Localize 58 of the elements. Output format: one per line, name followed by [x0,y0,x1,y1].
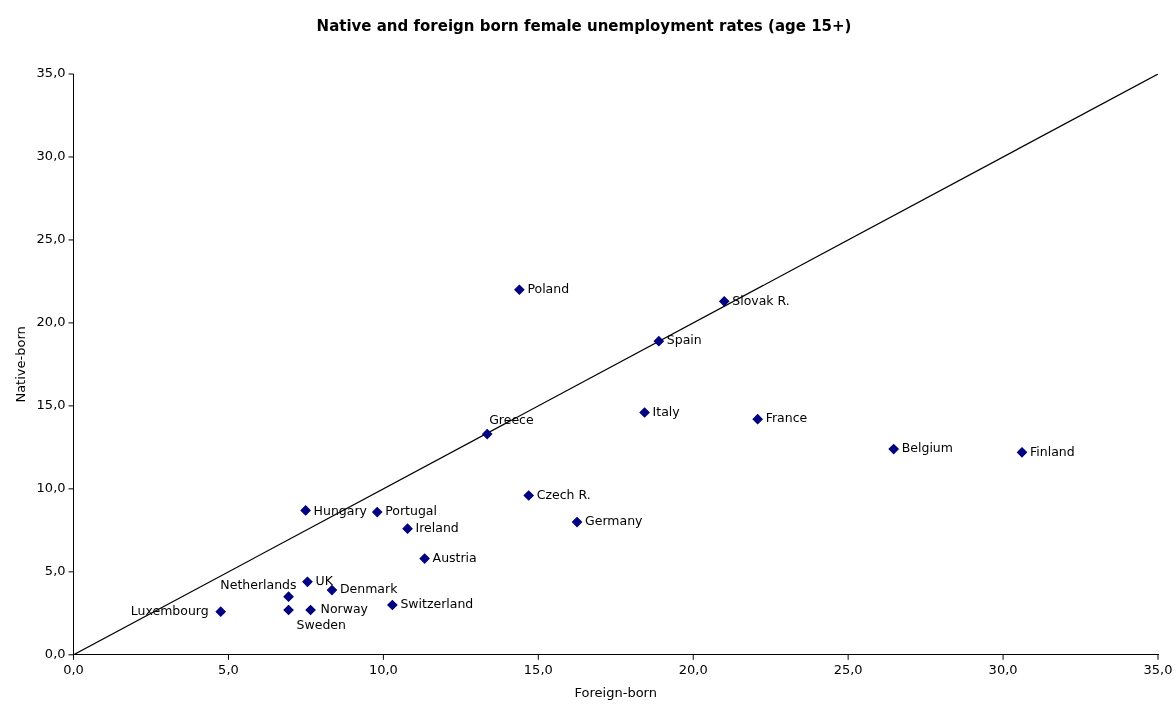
annotation: Italy [652,403,681,419]
y-tick-label: 5,0 [44,563,66,579]
point [215,606,226,617]
annotation: Belgium [901,440,953,456]
y-tick-label: 15,0 [36,397,66,413]
x-tick-label: 30,0 [988,661,1018,677]
point [639,407,650,418]
point [514,284,525,295]
annotation: Portugal [385,503,437,519]
point [571,516,583,528]
point [326,584,338,596]
annotation: Netherlands [220,576,297,592]
point [888,443,899,455]
point [482,429,493,440]
point [300,505,311,516]
y-tick-label: 10,0 [36,480,66,496]
point [283,604,294,616]
annotation: Spain [666,332,702,348]
x-tick-label: 0,0 [63,661,84,677]
annotation: Czech R. [536,486,591,502]
y-tick-label: 0,0 [44,646,66,662]
point [653,336,664,347]
point [402,523,413,534]
point [1016,447,1028,458]
annotation: Germany [585,513,644,529]
y-tick-label: 30,0 [36,148,66,164]
point [719,296,730,307]
y-tick-label: 35,0 [36,65,66,81]
point [305,604,316,616]
annotation: Norway [320,601,369,617]
chart-title: Native and foreign born female unemployment rates (age 15+) [316,16,852,35]
x-tick-label: 15,0 [523,661,553,677]
point [283,591,294,602]
x-tick-label: 35,0 [1143,661,1173,677]
annotation: Ireland [415,519,459,535]
x-tick-label: 25,0 [833,661,863,677]
point [523,490,534,501]
x-tick-label: 20,0 [678,661,708,677]
annotation: Austria [432,549,477,565]
x-axis-title: Foreign-born [574,684,657,700]
y-axis-title: Native-born [13,326,29,403]
annotation: Poland [527,280,570,296]
annotation: Finland [1029,443,1075,459]
point [752,414,763,425]
y-tick-label: 20,0 [36,314,66,330]
point [387,599,398,611]
annotation: Denmark [339,581,399,597]
annotation: Sweden [296,617,346,633]
x-tick-label: 5,0 [218,661,239,677]
annotation: Switzerland [400,596,474,612]
annotation: Slovak R. [732,292,790,308]
x-tick-label: 10,0 [368,661,398,677]
point [372,506,383,518]
annotation: UK [315,573,334,589]
point [302,576,313,587]
y-tick-label: 25,0 [36,231,66,247]
point [419,553,430,564]
annotation: France [765,410,808,426]
